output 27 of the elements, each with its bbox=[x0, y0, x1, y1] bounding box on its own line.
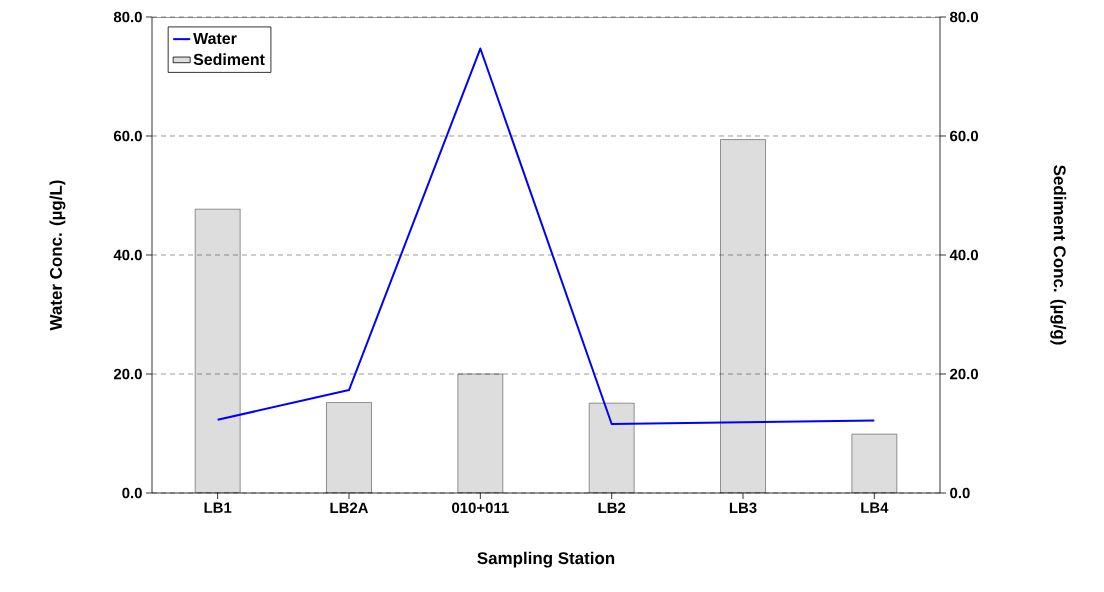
y-tick-label: 20.0 bbox=[113, 368, 142, 380]
y2-tick-label: 80.0 bbox=[950, 11, 978, 23]
y2-tick-label: 20.0 bbox=[950, 368, 978, 380]
x-tick-label: LB2A bbox=[330, 502, 369, 513]
y2-tick-label: 40.0 bbox=[949, 249, 978, 261]
y2-tick-label: 0.0 bbox=[950, 487, 970, 499]
x-tick-label: LB2 bbox=[598, 502, 626, 513]
y2-tick-label: 60.0 bbox=[950, 130, 978, 142]
bar bbox=[194, 208, 241, 493]
x-tick-label: LB3 bbox=[729, 502, 757, 514]
y-tick-label: 80.0 bbox=[113, 11, 142, 23]
legend-label: Water bbox=[193, 32, 237, 45]
bar bbox=[588, 402, 635, 493]
x-tick-label: LB1 bbox=[204, 502, 232, 513]
y2-axis-title: Sediment Conc. (µg/g) bbox=[1050, 165, 1067, 345]
legend-label: Sediment bbox=[193, 53, 265, 66]
x-axis-title: Sampling Station bbox=[477, 551, 615, 568]
bar bbox=[457, 373, 504, 493]
y-tick-label: 60.0 bbox=[113, 130, 142, 142]
y-tick-label: 0.0 bbox=[122, 487, 142, 499]
y-tick-label: 40.0 bbox=[113, 249, 142, 261]
y-axis-title: Water Conc. (µg/L) bbox=[49, 180, 66, 331]
bar bbox=[326, 402, 372, 493]
bar bbox=[851, 433, 898, 493]
x-tick-label: LB4 bbox=[861, 502, 889, 513]
x-tick-label: 010+011 bbox=[452, 502, 509, 514]
bar bbox=[720, 139, 766, 493]
